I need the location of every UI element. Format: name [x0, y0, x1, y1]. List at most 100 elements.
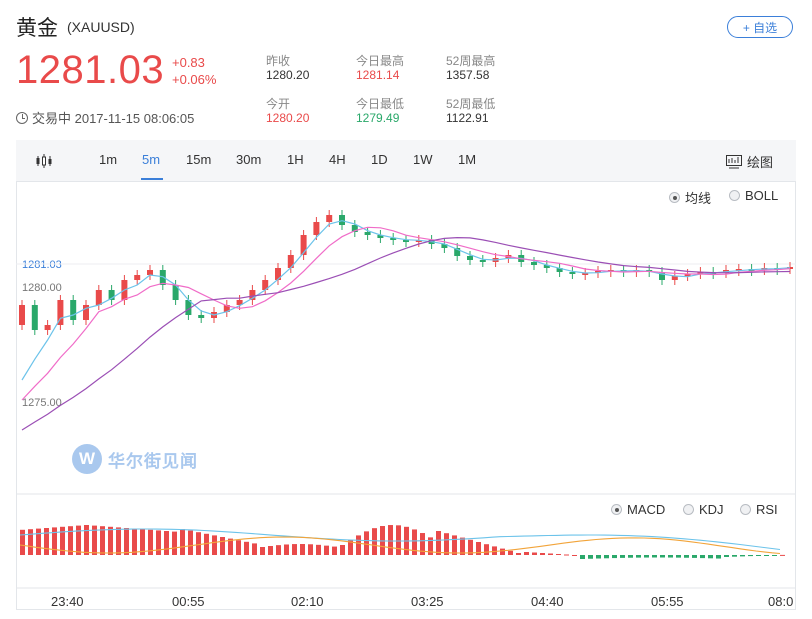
- radio-selected-icon: [669, 192, 680, 203]
- tab-30m[interactable]: 30m: [236, 152, 262, 167]
- macd-bar: [740, 555, 745, 557]
- macd-bar: [172, 531, 177, 555]
- macd-bar: [44, 528, 49, 555]
- candle: [57, 300, 64, 325]
- candle: [582, 273, 589, 275]
- tab-5m[interactable]: 5m: [142, 152, 161, 167]
- open-label: 今开: [266, 97, 291, 111]
- prev-close-label: 昨收: [266, 54, 291, 68]
- macd-bar: [164, 531, 169, 555]
- indicator-kdj-label: KDJ: [699, 502, 724, 517]
- macd-bar: [524, 552, 529, 555]
- last-price: 1281.03: [16, 48, 165, 92]
- macd-bar: [572, 555, 577, 556]
- y-label-current: 1281.03: [22, 259, 62, 271]
- candle: [147, 270, 153, 275]
- overlay-boll-radio[interactable]: BOLL: [729, 188, 778, 203]
- macd-bar: [332, 546, 337, 555]
- macd-bar: [148, 529, 153, 555]
- macd-bar: [180, 529, 185, 555]
- macd-bar: [28, 529, 33, 555]
- macd-bar: [420, 533, 425, 555]
- macd-bar: [660, 555, 665, 558]
- macd-bar: [604, 555, 609, 559]
- tab-1m[interactable]: 1m: [99, 152, 118, 167]
- macd-bar: [268, 546, 273, 555]
- candle: [19, 305, 25, 325]
- candle: [198, 315, 205, 318]
- macd-bar: [596, 555, 601, 559]
- radio-unselected-icon: [683, 504, 694, 515]
- y-label-1280: 1280.00: [22, 282, 62, 294]
- tab-1h[interactable]: 1H: [287, 152, 304, 167]
- macd-bar: [700, 555, 705, 559]
- draw-tool-button[interactable]: 绘图: [726, 152, 773, 171]
- candle: [697, 272, 704, 274]
- overlay-boll-label: BOLL: [745, 188, 779, 203]
- candle: [403, 240, 409, 242]
- indicator-kdj-radio[interactable]: KDJ: [683, 502, 724, 517]
- macd-bar: [772, 555, 777, 556]
- candle: [415, 240, 422, 242]
- candle: [172, 285, 179, 300]
- macd-bar: [76, 525, 81, 555]
- candle: [326, 215, 333, 222]
- macd-bar: [388, 525, 393, 555]
- macd-bar: [620, 555, 625, 558]
- y-label-1275: 1275.00: [22, 397, 62, 409]
- candle: [287, 255, 294, 268]
- draw-tool-label: 绘图: [747, 155, 774, 170]
- macd-bar: [780, 554, 785, 556]
- wallstreetcn-logo-icon: W: [72, 444, 102, 474]
- macd-bar: [708, 555, 713, 559]
- candle: [275, 268, 281, 280]
- candle: [236, 300, 243, 305]
- candle: [185, 300, 192, 315]
- ma-long-line: [21, 236, 791, 431]
- x-tick-label: 23:40: [51, 594, 84, 609]
- tab-15m[interactable]: 15m: [186, 152, 212, 167]
- candlestick-icon[interactable]: [36, 153, 54, 169]
- macd-bar: [396, 525, 401, 555]
- macd-bar: [108, 526, 113, 555]
- macd-bar: [532, 552, 537, 555]
- tab-1d[interactable]: 1D: [371, 152, 388, 167]
- macd-bar: [716, 555, 721, 559]
- macd-bar: [556, 554, 561, 555]
- tab-4h[interactable]: 4H: [329, 152, 346, 167]
- add-watchlist-button[interactable]: + 自选: [727, 16, 793, 38]
- macd-bar: [284, 544, 289, 555]
- candle: [441, 244, 448, 248]
- macd-bar: [140, 529, 145, 555]
- macd-bar: [564, 554, 569, 556]
- x-tick-label: 04:40: [531, 594, 564, 609]
- candle: [313, 222, 320, 235]
- macd-bar: [92, 525, 97, 555]
- candle: [671, 276, 678, 280]
- overlay-ma-radio[interactable]: 均线: [669, 188, 711, 207]
- macd-bar: [124, 528, 129, 555]
- candle: [159, 270, 166, 285]
- macd-bar: [452, 535, 457, 555]
- day-high-label: 今日最高: [356, 54, 405, 68]
- macd-bar: [236, 540, 241, 555]
- tab-1month[interactable]: 1M: [458, 152, 477, 167]
- candle: [479, 260, 486, 262]
- macd-bar: [444, 533, 449, 555]
- tab-1w[interactable]: 1W: [413, 152, 433, 167]
- indicator-rsi-radio[interactable]: RSI: [740, 502, 778, 517]
- macd-bar: [580, 555, 585, 559]
- period-toolbar: [16, 140, 796, 182]
- macd-bar: [644, 555, 649, 558]
- macd-dif-line: [19, 528, 781, 551]
- instrument-code: (XAUUSD): [67, 19, 135, 35]
- macd-bar: [724, 555, 729, 557]
- candle: [377, 235, 384, 238]
- price-change-percent: +0.06%: [172, 72, 217, 87]
- open-value: 1280.20: [266, 111, 310, 125]
- macd-bar: [612, 555, 617, 559]
- indicator-macd-radio[interactable]: MACD: [611, 502, 665, 517]
- x-tick-label: 00:55: [172, 594, 205, 609]
- macd-bar: [300, 544, 305, 555]
